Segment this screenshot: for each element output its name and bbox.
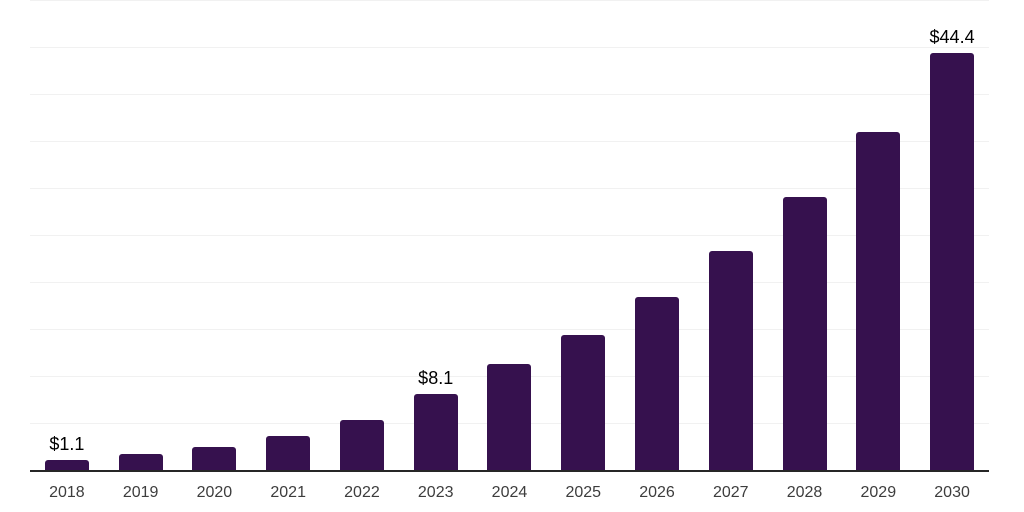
gridline-35 xyxy=(30,141,989,142)
x-tick-2018: 2018 xyxy=(49,484,85,501)
gridline-45 xyxy=(30,47,989,48)
x-tick-2023: 2023 xyxy=(417,484,454,501)
bar-slot-2018: $1.1 xyxy=(30,0,104,470)
bar-slot-2022 xyxy=(325,0,399,470)
gridline-25 xyxy=(30,235,989,236)
bar-slot-2030: $44.4 xyxy=(915,0,989,470)
plot-area: $1.1 $8.1 $44.4 xyxy=(30,0,989,472)
bar-slot-2026 xyxy=(620,0,694,470)
x-tick-2029: 2029 xyxy=(860,484,897,501)
bar-slot-2028 xyxy=(768,0,842,470)
bar-slot-2021 xyxy=(251,0,325,470)
x-tick-2019: 2019 xyxy=(122,484,159,501)
bar-slot-2025 xyxy=(546,0,620,470)
x-tick-2025: 2025 xyxy=(565,484,602,501)
x-tick-2028: 2028 xyxy=(786,484,823,501)
bar-slot-2027 xyxy=(694,0,768,470)
value-label-2030: $44.4 xyxy=(929,26,975,47)
bar-2028 xyxy=(782,197,827,470)
bar-2023 xyxy=(413,393,458,470)
bar-2030 xyxy=(930,52,975,470)
bar-2025 xyxy=(561,334,606,470)
bar-slot-2029 xyxy=(841,0,915,470)
value-label-2023: $8.1 xyxy=(418,367,454,388)
x-axis-labels: 2018 2019 2020 2021 2022 2023 2024 2025 2026 2027… xyxy=(30,474,989,502)
bar-2022 xyxy=(339,420,384,470)
bar-slot-2024 xyxy=(473,0,547,470)
gridline-20 xyxy=(30,282,989,283)
gridline-40 xyxy=(30,94,989,95)
gridline-15 xyxy=(30,329,989,330)
bar-slot-2020 xyxy=(178,0,252,470)
x-axis-line xyxy=(30,470,989,472)
x-tick-2024: 2024 xyxy=(491,484,528,501)
x-tick-2027: 2027 xyxy=(712,484,749,501)
bar-2020 xyxy=(192,446,237,470)
bar-2026 xyxy=(635,297,679,470)
x-tick-2021: 2021 xyxy=(270,484,306,501)
value-label-2018: $1.1 xyxy=(49,433,85,454)
x-tick-2026: 2026 xyxy=(639,484,675,501)
x-tick-2020: 2020 xyxy=(196,484,233,501)
bar-slot-2023: $8.1 xyxy=(399,0,473,470)
bar-2021 xyxy=(266,436,311,470)
x-tick-2022: 2022 xyxy=(344,484,380,501)
gridline-30 xyxy=(30,188,989,189)
bar-2024 xyxy=(487,363,532,470)
bar-2019 xyxy=(118,454,163,470)
bar-slot-2019 xyxy=(104,0,178,470)
bar-2029 xyxy=(856,131,901,470)
gridline-50 xyxy=(30,0,989,1)
bars-row: $1.1 $8.1 $44.4 xyxy=(30,0,989,470)
bar-2027 xyxy=(708,251,753,470)
x-tick-2030: 2030 xyxy=(934,484,970,501)
bar-2018 xyxy=(44,459,89,470)
